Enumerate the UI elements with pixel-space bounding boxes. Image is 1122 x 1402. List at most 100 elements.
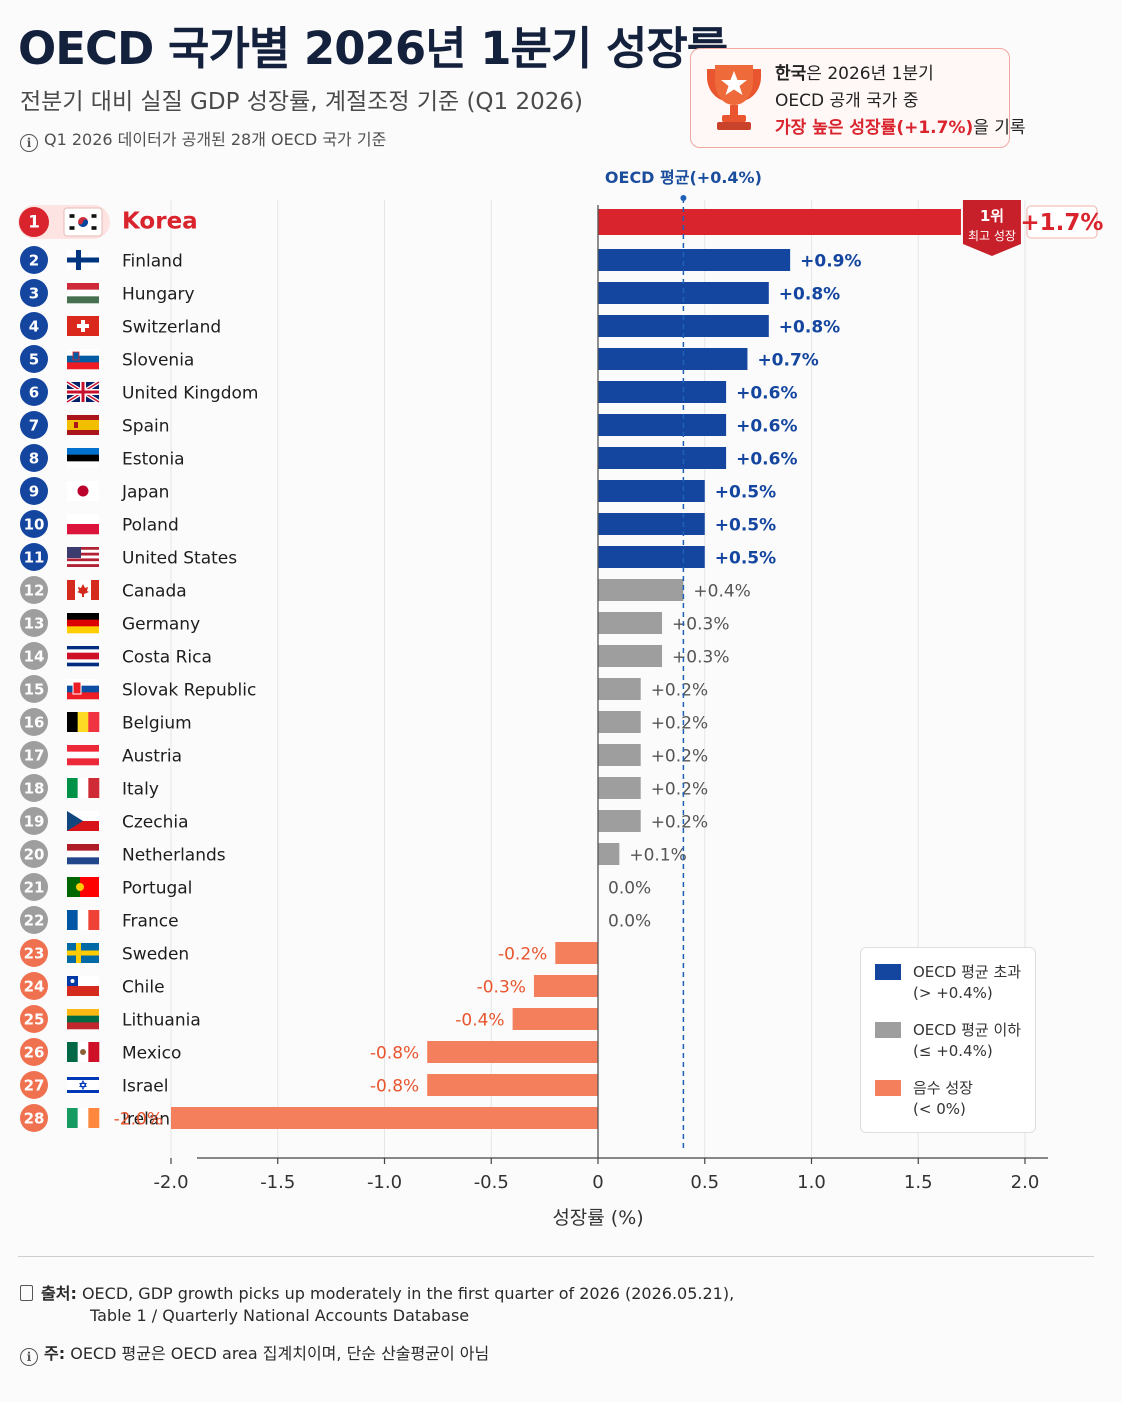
chart-row: 7 Spain +0.6% [20, 411, 798, 439]
document-icon [20, 1285, 33, 1301]
flag-part [88, 712, 100, 732]
flag-part [67, 296, 99, 304]
rank-badge [20, 675, 48, 703]
rank-number: 6 [29, 384, 39, 402]
bar [555, 942, 598, 964]
flag-part [67, 355, 99, 363]
callout-line-2: OECD 공개 국가 중 [775, 91, 919, 111]
flag-part [79, 1079, 87, 1091]
country-label: Netherlands [122, 846, 226, 866]
flag-part [91, 226, 97, 230]
rank-badge [20, 345, 48, 373]
flag-part [91, 580, 99, 600]
flag-part [67, 692, 99, 700]
chart-row: 23 Sweden -0.2% [20, 939, 598, 967]
country-label: Germany [122, 615, 200, 635]
rank-number: 17 [24, 747, 45, 765]
top-badge-label: 최고 성장 [968, 229, 1016, 243]
x-axis-label: 성장률 (%) [552, 1207, 643, 1229]
slovenia-flag [67, 349, 99, 370]
chart-row: 16 Belgium +0.2% [20, 708, 708, 736]
callout-line-1: 한국은 2026년 1분기 [775, 64, 934, 84]
rank-number: 27 [24, 1077, 45, 1095]
flag-part [80, 877, 99, 897]
country-label: Switzerland [122, 318, 221, 338]
flag-part [67, 555, 99, 559]
bar [598, 348, 748, 370]
data-label: -2.0% [114, 1110, 163, 1130]
x-tick-label: -1.5 [260, 1172, 295, 1193]
flag-part [67, 659, 99, 663]
spain-flag [67, 415, 99, 435]
rank-badge [20, 510, 48, 538]
bar [598, 414, 727, 436]
rank-badge [20, 642, 48, 670]
country-label: Israel [122, 1077, 168, 1097]
bar [598, 447, 727, 469]
country-label: Portugal [122, 879, 192, 899]
flag-part [67, 289, 99, 297]
czechia-flag [67, 811, 99, 831]
rank-number: 24 [24, 978, 45, 996]
chart-row: 5 Slovenia +0.7% [20, 345, 819, 373]
rank-badge [20, 807, 48, 835]
poland-flag [67, 514, 99, 535]
country-label: Estonia [122, 450, 185, 470]
flag-part [77, 910, 89, 930]
chile-flag [67, 976, 99, 996]
data-label: +0.1% [629, 846, 686, 866]
flag-part [67, 514, 99, 525]
chart-row: 8 Estonia +0.6% [20, 444, 798, 472]
rank-number: 12 [24, 582, 45, 600]
bar [598, 249, 791, 271]
flag-part [67, 362, 99, 370]
rank-number: 23 [24, 945, 45, 963]
legend-sub-negative: (< 0%) [913, 1100, 966, 1118]
flag-part [74, 422, 78, 428]
data-label: +0.2% [651, 747, 708, 767]
country-label: Spain [122, 417, 170, 437]
x-tick-label: 0 [592, 1172, 603, 1193]
flag-part [67, 811, 99, 821]
chart-row: 15 Slovak Republic +0.2% [20, 675, 708, 703]
rank-number: 14 [24, 648, 45, 666]
flag-part [67, 821, 99, 831]
bar [598, 381, 727, 403]
flag-part [72, 351, 80, 361]
chart-row: 4 Switzerland +0.8% [20, 312, 840, 340]
flag-part [67, 1077, 99, 1080]
data-label: +0.4% [693, 582, 750, 602]
chart-row: 17 Austria +0.2% [20, 741, 708, 769]
rank-badge [20, 972, 48, 1000]
chart-row: 14 Costa Rica +0.3% [20, 642, 729, 670]
flag-part [67, 950, 99, 956]
flag-part [67, 626, 99, 634]
rank-badge [20, 873, 48, 901]
flag-part [67, 547, 99, 550]
flag-part [67, 257, 99, 263]
average-marker [680, 195, 687, 201]
flag-part [67, 613, 99, 620]
data-label: +0.5% [715, 549, 776, 569]
highlight-callout: 한국은 2026년 1분기 OECD 공개 국가 중 가장 높은 성장률(+1.… [690, 48, 1026, 148]
rank-number: 8 [29, 450, 39, 468]
chart-row: 21 Portugal 0.0% [20, 873, 651, 901]
chart-row: 28 Ireland-2.0% [20, 1104, 598, 1132]
rank-number: 21 [24, 879, 45, 897]
chart-row: 22 France 0.0% [20, 906, 651, 934]
legend-label-negative: 음수 성장 [913, 1079, 973, 1097]
portugal-flag [67, 877, 99, 897]
data-label: +0.7% [757, 351, 818, 371]
rank-number: 18 [24, 780, 45, 798]
flag-part [67, 811, 83, 831]
slovakia-flag [67, 679, 99, 700]
flag-part [91, 214, 97, 218]
rank-badge [20, 906, 48, 934]
sweden-flag [67, 943, 99, 963]
country-label: Lithuania [122, 1011, 201, 1031]
country-label: Costa Rica [122, 648, 212, 668]
bar [598, 777, 641, 799]
flag-part [67, 420, 99, 430]
country-label: United States [122, 549, 237, 569]
